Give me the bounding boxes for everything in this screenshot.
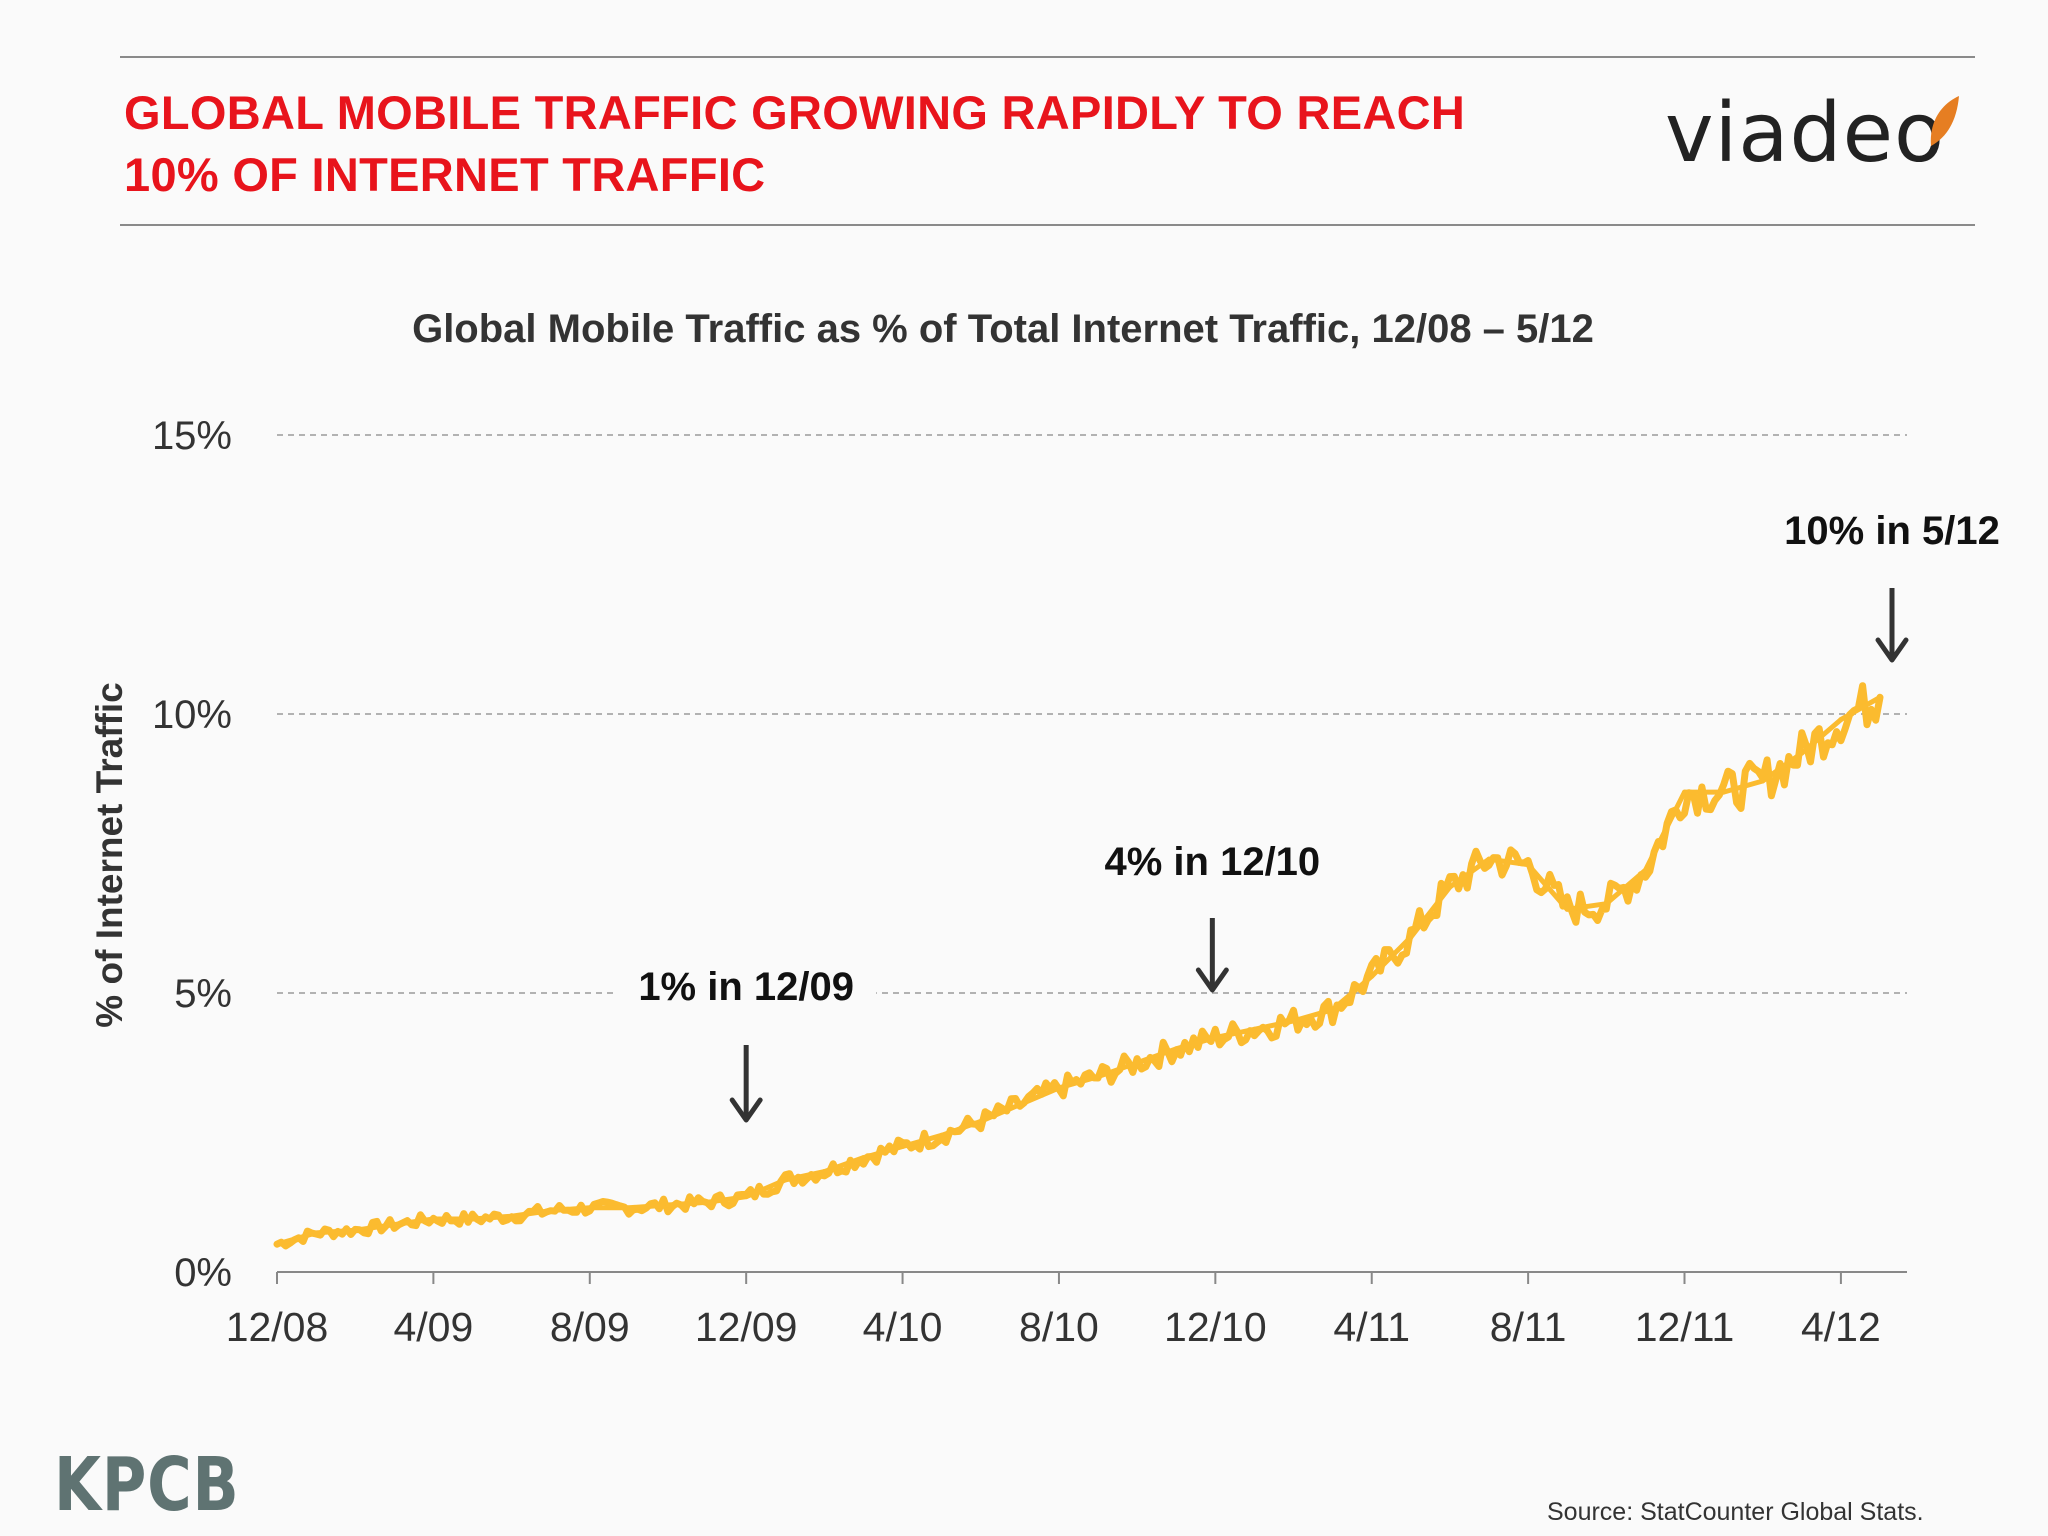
annotation-label: 1% in 12/09 [638, 965, 854, 1009]
data-point [665, 1202, 671, 1208]
kpcb-logo: KPCB [54, 1442, 240, 1528]
viadeo-logo: viadeo [1660, 86, 1960, 182]
data-point [1603, 901, 1609, 907]
data-point [1447, 884, 1453, 890]
data-point [821, 1169, 827, 1175]
x-tick-label: 12/11 [1635, 1304, 1735, 1350]
data-point [391, 1222, 397, 1228]
data-point [1564, 906, 1570, 912]
down-arrow-icon [1195, 967, 1229, 993]
data-point [469, 1216, 475, 1222]
data-point [704, 1199, 710, 1205]
data-point [1525, 862, 1531, 868]
series-line [276, 695, 1882, 1247]
y-tick-label: 0% [174, 1251, 232, 1295]
y-axis-label: % of Internet Traffic [89, 682, 130, 1027]
data-point [743, 1194, 749, 1200]
x-tick-label: 8/09 [550, 1304, 630, 1350]
down-arrow-icon [729, 1097, 763, 1123]
data-point [1056, 1085, 1062, 1091]
data-point [1369, 973, 1375, 979]
data-point [1330, 1007, 1336, 1013]
data-point [430, 1216, 436, 1222]
data-point [1134, 1060, 1140, 1066]
source-note: Source: StatCounter Global Stats. [1547, 1498, 1924, 1526]
x-tick-label: 8/10 [1019, 1304, 1099, 1350]
data-point [1251, 1026, 1257, 1032]
x-tick-label: 12/10 [1164, 1304, 1267, 1350]
data-point [509, 1213, 515, 1219]
data-point [1799, 750, 1805, 756]
data-point [626, 1205, 632, 1211]
data-point [939, 1132, 945, 1138]
x-tick-label: 4/09 [393, 1304, 473, 1350]
data-point [900, 1143, 906, 1149]
data-point [1095, 1074, 1101, 1080]
data-point [587, 1205, 593, 1211]
data-point [1212, 1035, 1218, 1041]
annotation-label: 10% in 5/12 [1784, 509, 2000, 553]
data-point [1760, 778, 1766, 784]
x-tick-label: 12/08 [226, 1304, 329, 1350]
bottom-rule [120, 224, 1975, 226]
viadeo-logo-text: viadeo [1665, 86, 1946, 181]
data-point [352, 1227, 358, 1233]
mobile-traffic-chart: Global Mobile Traffic as % of Total Inte… [89, 307, 2000, 1350]
data-point [860, 1155, 866, 1161]
y-tick-label: 5% [174, 972, 232, 1016]
data-point [1291, 1018, 1297, 1024]
data-point [978, 1118, 984, 1124]
slide-title-line-1: GLOBAL MOBILE TRAFFIC GROWING RAPIDLY TO… [124, 86, 1466, 139]
y-tick-label: 15% [152, 414, 232, 458]
series-line-texture [273, 682, 1884, 1250]
data-point [782, 1177, 788, 1183]
data-point [274, 1241, 280, 1247]
x-tick-label: 4/11 [1333, 1304, 1410, 1350]
top-rule [120, 56, 1975, 58]
x-tick-label: 12/09 [695, 1304, 798, 1350]
slide-title: GLOBAL MOBILE TRAFFIC GROWING RAPIDLY TO… [124, 82, 1624, 206]
leaf-icon [1930, 96, 1959, 146]
data-point [313, 1230, 319, 1236]
x-tick-label: 4/10 [863, 1304, 943, 1350]
data-point [1486, 856, 1492, 862]
down-arrow-icon [1875, 637, 1909, 663]
data-point [1642, 867, 1648, 873]
annotation-label: 4% in 12/10 [1104, 840, 1320, 884]
data-point [1877, 694, 1883, 700]
x-tick-label: 8/11 [1490, 1304, 1567, 1350]
x-tick-label: 4/12 [1801, 1304, 1881, 1350]
slide-title-line-2: 10% OF INTERNET TRAFFIC [124, 148, 766, 201]
data-point [548, 1208, 554, 1214]
data-point [1408, 934, 1414, 940]
data-point [1173, 1046, 1179, 1052]
y-tick-label: 10% [152, 693, 232, 737]
data-point [1838, 717, 1844, 723]
chart-title: Global Mobile Traffic as % of Total Inte… [412, 307, 1594, 351]
data-point [1682, 789, 1688, 795]
data-point [1017, 1102, 1023, 1108]
annotation-label-bg [616, 960, 877, 1014]
data-point [1721, 789, 1727, 795]
